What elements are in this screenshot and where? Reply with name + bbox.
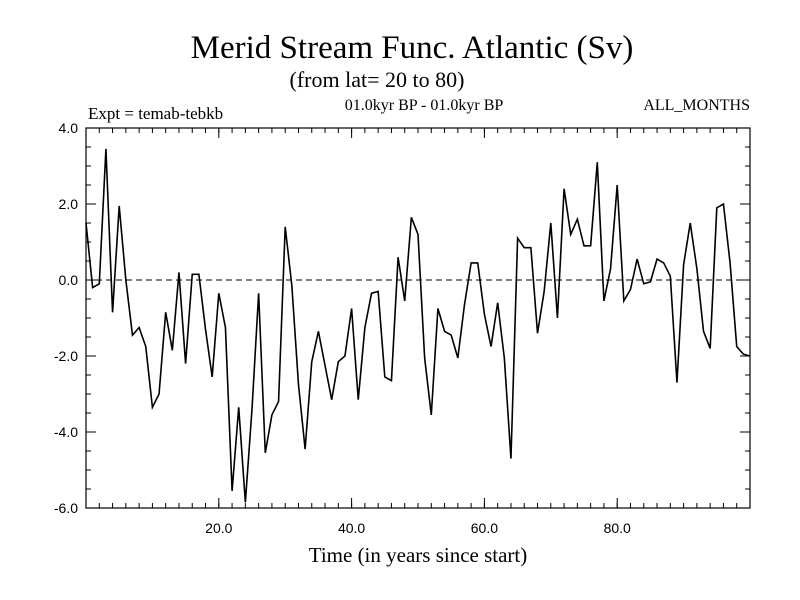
y-tick-label: -4.0 xyxy=(54,424,78,440)
series-line xyxy=(85,148,751,503)
y-tick-label: -6.0 xyxy=(54,500,78,516)
x-axis-label: Time (in years since start) xyxy=(309,543,528,567)
chart-title: Merid Stream Func. Atlantic (Sv) xyxy=(191,30,634,66)
x-tick-label: 80.0 xyxy=(604,520,631,536)
months-label: ALL_MONTHS xyxy=(643,97,750,114)
y-tick-label: -2.0 xyxy=(54,348,78,364)
chart-subtitle: (from lat= 20 to 80) xyxy=(290,67,465,92)
y-tick-label: 2.0 xyxy=(59,196,79,212)
experiment-label: Expt = temab-tebkb xyxy=(88,104,223,123)
y-tick-label: 4.0 xyxy=(59,120,79,136)
plot-frame xyxy=(85,127,751,509)
y-tick-label: 0.0 xyxy=(59,272,79,288)
x-tick-label: 20.0 xyxy=(205,520,232,536)
period-label: 01.0kyr BP - 01.0kyr BP xyxy=(345,97,504,114)
x-tick-label: 60.0 xyxy=(471,520,498,536)
x-tick-label: 40.0 xyxy=(338,520,365,536)
